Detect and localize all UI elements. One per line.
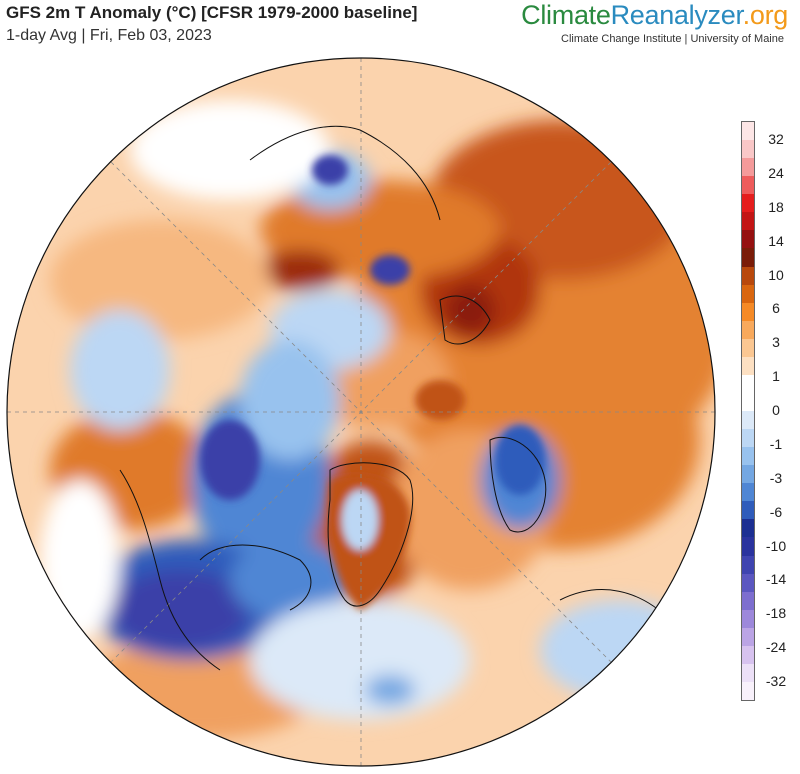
- globe-outline: [6, 57, 716, 767]
- colorbar-tick-label: 24: [768, 164, 784, 181]
- colorbar-segment: [742, 302, 754, 321]
- colorbar-segment: [742, 573, 754, 592]
- colorbar-segment: [742, 537, 754, 556]
- colorbar-segment: [742, 140, 754, 159]
- colorbar: [741, 121, 755, 701]
- colorbar-segment: [742, 645, 754, 664]
- site-logo[interactable]: ClimateReanalyzer.org: [521, 0, 788, 31]
- colorbar-tick-label: -32: [765, 673, 787, 689]
- colorbar-segment: [742, 681, 754, 700]
- map-title: GFS 2m T Anomaly (°C) [CFSR 1979-2000 ba…: [6, 3, 418, 22]
- colorbar-tick-label: -6: [769, 503, 783, 520]
- colorbar-segment: [742, 429, 754, 448]
- logo-text-org: .org: [742, 0, 789, 30]
- colorbar-segment: [742, 465, 754, 484]
- colorbar-tick-label: -14: [765, 571, 787, 588]
- chukotka-outline: [249, 125, 441, 221]
- colorbar-segment: [742, 248, 754, 267]
- meridian-line-diagonal-2: [110, 161, 612, 663]
- colorbar-segment: [742, 609, 754, 628]
- map-subtitle: 1-day Avg | Fri, Feb 03, 2023: [6, 27, 212, 44]
- colorbar-segment: [742, 212, 754, 231]
- colorbar-segment: [742, 176, 754, 195]
- colorbar-tick-label: 1: [772, 368, 780, 385]
- colorbar-tick-label: -24: [765, 639, 787, 656]
- colorbar-tick-label: 0: [772, 402, 780, 418]
- colorbar-tick-label: -1: [769, 435, 783, 452]
- taymyr-outline: [439, 295, 491, 345]
- logo-text-climate: Climate: [521, 0, 611, 30]
- colorbar-labels: 32 24 18 14 10 6 3 1 0 -1 -3 -6 -10 -14 -18 -24 -32: [758, 121, 798, 699]
- colorbar-tick-label: -18: [765, 605, 787, 622]
- scandinavia-outline: [489, 436, 547, 533]
- colorbar-segment: [742, 230, 754, 249]
- coastlines: [119, 125, 671, 671]
- anomaly-map: [6, 57, 716, 767]
- colorbar-segment: [742, 320, 754, 339]
- colorbar-tick-label: 18: [768, 198, 784, 215]
- hudson-bay-outline: [199, 544, 312, 611]
- colorbar-segment: [742, 447, 754, 466]
- colorbar-segment: [742, 501, 754, 520]
- colorbar-segment: [742, 555, 754, 574]
- colorbar-tick-label: -10: [765, 537, 787, 554]
- colorbar-segment: [742, 374, 754, 393]
- colorbar-segment: [742, 284, 754, 303]
- logo-tagline: Climate Change Institute | University of…: [561, 33, 784, 45]
- colorbar-tick-label: 32: [768, 131, 784, 147]
- colorbar-segment: [742, 392, 754, 411]
- logo-text-reanalyzer: Reanalyzer: [610, 0, 743, 30]
- globe-field: [7, 58, 715, 766]
- colorbar-segment: [742, 411, 754, 430]
- colorbar-segment: [742, 356, 754, 375]
- colorbar-tick-label: 10: [768, 266, 784, 283]
- colorbar-segment: [742, 483, 754, 502]
- colorbar-segment: [742, 663, 754, 682]
- colorbar-tick-label: 6: [772, 300, 780, 317]
- greenland-outline: [327, 462, 414, 607]
- colorbar-segment: [742, 627, 754, 646]
- colorbar-segment: [742, 194, 754, 213]
- colorbar-tick-label: -3: [769, 469, 783, 486]
- colorbar-segment: [742, 338, 754, 357]
- north-america-coast: [119, 469, 221, 671]
- colorbar-segment: [742, 266, 754, 285]
- colorbar-segment: [742, 158, 754, 177]
- colorbar-segment: [742, 591, 754, 610]
- colorbar-segment: [742, 519, 754, 538]
- colorbar-segment: [742, 122, 754, 141]
- colorbar-tick-label: 14: [768, 232, 784, 249]
- colorbar-tick-label: 3: [772, 334, 780, 351]
